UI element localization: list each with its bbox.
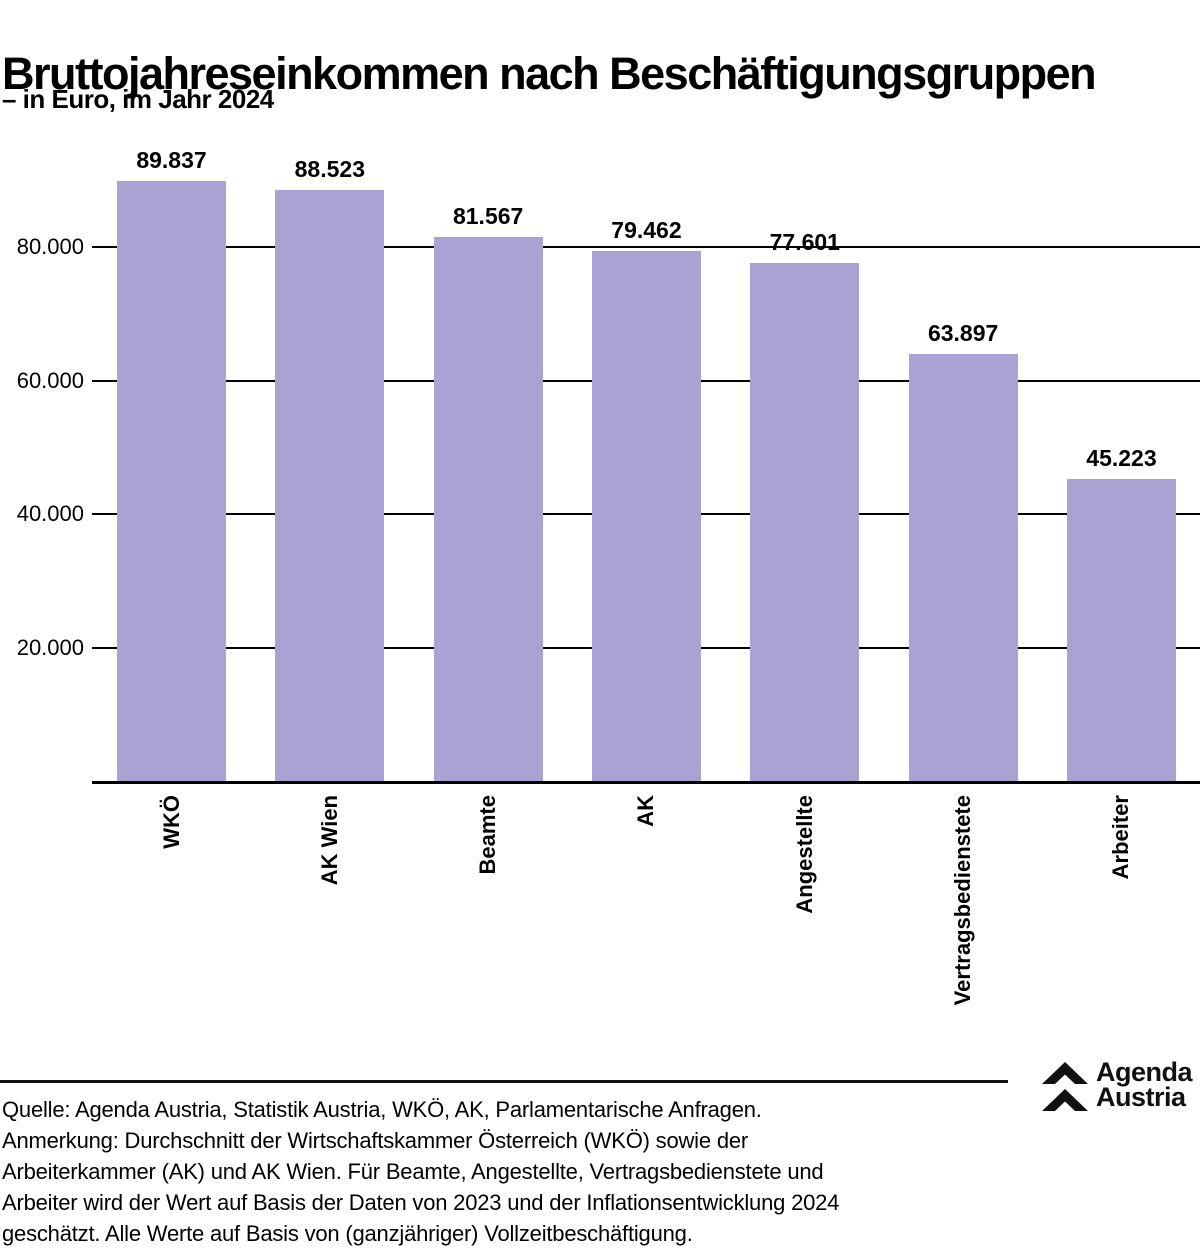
x-axis-category-label: Vertragsbedienstete — [933, 795, 993, 1045]
x-axis-line — [92, 781, 1200, 784]
logo-text-line2: Austria — [1096, 1082, 1186, 1112]
bar-value-label: 45.223 — [1086, 445, 1157, 472]
x-axis-category-label-text: WKÖ — [158, 795, 184, 849]
y-axis-tick-label: 60.000 — [16, 367, 84, 393]
double-chevron-up-icon — [1042, 1062, 1088, 1111]
bar-value-label: 81.567 — [452, 202, 524, 229]
bar — [1066, 479, 1176, 781]
y-axis-tick-label: 20.000 — [16, 634, 84, 660]
x-axis-category-label: Angestellte — [775, 795, 835, 1045]
agenda-austria-logo: Agenda Austria — [1040, 1057, 1200, 1116]
chart-subtitle: – in Euro, im Jahr 2024 — [2, 84, 274, 114]
bar — [908, 354, 1018, 781]
bar — [275, 190, 385, 781]
x-axis-category-label: AK — [616, 795, 676, 1045]
logo-text: Agenda Austria — [1096, 1057, 1193, 1112]
x-axis-category-label-text: Vertragsbedienstete — [950, 795, 976, 1006]
bar-value-label: 88.523 — [294, 156, 365, 183]
x-axis-category-label-text: Beamte — [475, 795, 501, 875]
bar-value-label: 79.462 — [611, 216, 682, 243]
x-axis-category-label-text: Angestellte — [791, 795, 817, 914]
gridline — [92, 246, 1200, 248]
y-axis-tick-label: 40.000 — [16, 501, 84, 526]
y-axis-tick-label: 80.000 — [16, 234, 84, 259]
x-axis-category-label: Beamte — [458, 795, 518, 1045]
bar-value-label: 77.601 — [769, 229, 840, 255]
footer-separator — [0, 1080, 1008, 1083]
x-axis-category-label: WKÖ — [142, 795, 202, 1045]
bar — [117, 181, 226, 781]
x-axis-category-label-text: Arbeiter — [1108, 795, 1134, 880]
x-axis-category-label: Arbeiter — [1091, 795, 1151, 1045]
source-note: Quelle: Agenda Austria, Statistik Austri… — [2, 1097, 840, 1246]
bar-value-label: 89.837 — [136, 147, 207, 174]
bar — [433, 236, 543, 781]
x-axis-category-label: AK Wien — [300, 795, 360, 1045]
bar — [750, 263, 860, 781]
bar-value-label: 63.897 — [927, 320, 999, 347]
bar — [591, 250, 701, 781]
logo-text-line1: Agenda — [1096, 1057, 1193, 1087]
chart-title: Bruttojahreseinkommen nach Beschäftigung… — [2, 48, 1097, 100]
x-axis-category-label-text: AK — [633, 795, 659, 827]
x-axis-category-label-text: AK Wien — [316, 795, 342, 886]
